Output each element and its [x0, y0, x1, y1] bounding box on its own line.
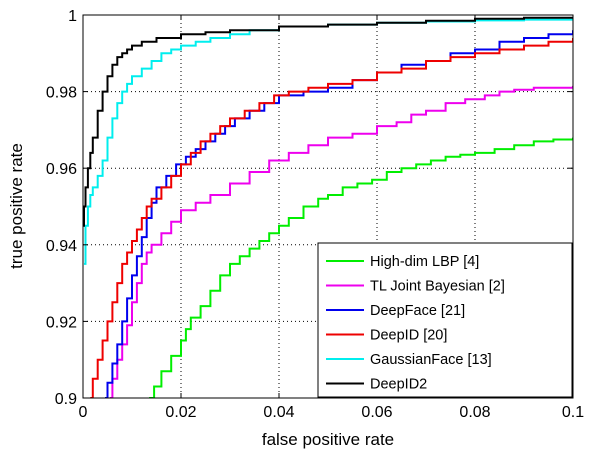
- x-tick-label: 0.06: [361, 404, 392, 421]
- series-lines: [83, 16, 573, 398]
- y-tick-label: 0.9: [55, 391, 77, 408]
- y-tick-label: 1: [68, 8, 77, 25]
- y-tick-label: 0.96: [46, 161, 77, 178]
- axis-ticks: 0 0.02 0.04 0.06 0.08 0.1 0.9 0.92 0.94 0.96 0.98 1: [46, 8, 584, 421]
- x-tick-label: 0.02: [165, 404, 196, 421]
- y-tick-label: 0.94: [46, 238, 77, 255]
- series-line-1: [149, 137, 573, 398]
- series-line-2: [109, 85, 573, 398]
- legend-label: DeepID2: [370, 377, 427, 393]
- x-tick-label: 0: [79, 404, 88, 421]
- legend-label: TL Joint Bayesian [2]: [370, 279, 505, 295]
- y-tick-label: 0.98: [46, 85, 77, 102]
- x-tick-label: 0.1: [562, 404, 584, 421]
- legend: High-dim LBP [4] TL Joint Bayesian [2] Dee…: [317, 242, 573, 398]
- legend-label: GaussianFace [13]: [370, 352, 492, 368]
- plot-frame: [82, 14, 574, 399]
- legend-label: High-dim LBP [4]: [370, 254, 479, 270]
- x-tick-label: 0.08: [459, 404, 490, 421]
- x-axis-label: false positive rate: [262, 430, 394, 449]
- legend-box: [317, 242, 573, 398]
- y-axis-label: true positive rate: [7, 143, 26, 269]
- legend-label: DeepID [20]: [370, 328, 447, 344]
- series-line-4: [90, 38, 573, 398]
- x-tick-label: 0.04: [263, 404, 294, 421]
- series-line-6: [83, 16, 573, 227]
- y-tick-label: 0.92: [46, 314, 77, 331]
- legend-label: DeepFace [21]: [370, 303, 465, 319]
